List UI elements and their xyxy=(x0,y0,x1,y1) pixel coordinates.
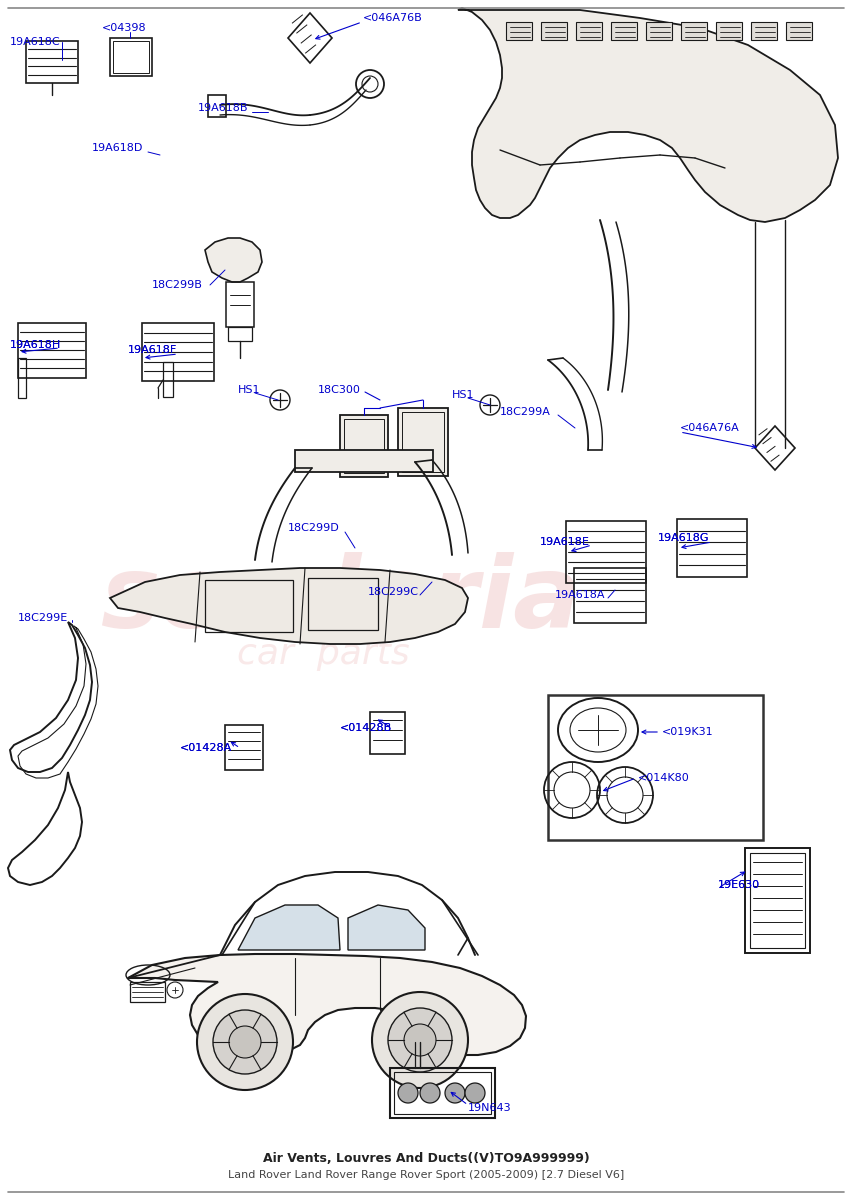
Bar xyxy=(26,41,78,83)
Bar xyxy=(344,419,384,473)
Bar xyxy=(110,38,152,76)
Circle shape xyxy=(398,1082,418,1103)
Bar xyxy=(716,22,742,40)
Text: 18C299A: 18C299A xyxy=(500,407,551,416)
Bar xyxy=(786,22,812,40)
Text: 19A618H: 19A618H xyxy=(10,340,61,350)
Bar xyxy=(750,853,805,948)
Bar xyxy=(130,982,165,1002)
Text: 19A618C: 19A618C xyxy=(10,37,60,47)
Bar xyxy=(226,282,254,326)
Text: <046A76B: <046A76B xyxy=(363,13,423,23)
Bar xyxy=(18,323,86,378)
Text: HS1: HS1 xyxy=(452,390,475,400)
Text: 19A618B: 19A618B xyxy=(198,103,249,113)
Text: <01428A: <01428A xyxy=(180,743,233,754)
Circle shape xyxy=(420,1082,440,1103)
Text: 19A618F: 19A618F xyxy=(128,346,177,355)
Text: 19A618E: 19A618E xyxy=(540,538,590,547)
Text: 19E630: 19E630 xyxy=(718,880,760,890)
Text: <014K80: <014K80 xyxy=(638,773,690,782)
Bar xyxy=(113,41,149,73)
Circle shape xyxy=(388,1008,452,1072)
Bar xyxy=(541,22,567,40)
Bar xyxy=(398,408,448,476)
Bar xyxy=(574,568,646,623)
Bar xyxy=(370,712,405,754)
Text: 19A618H: 19A618H xyxy=(10,340,61,350)
Text: <046A76A: <046A76A xyxy=(680,422,740,433)
Text: Land Rover Land Rover Range Rover Sport (2005-2009) [2.7 Diesel V6]: Land Rover Land Rover Range Rover Sport … xyxy=(227,1170,625,1180)
Text: 19A618E: 19A618E xyxy=(540,538,590,547)
Bar xyxy=(208,95,226,116)
Bar xyxy=(681,22,707,40)
Text: scuderia: scuderia xyxy=(101,552,581,648)
Bar xyxy=(402,412,444,472)
Circle shape xyxy=(372,992,468,1088)
Bar xyxy=(506,22,532,40)
Text: 18C299B: 18C299B xyxy=(152,280,203,290)
Polygon shape xyxy=(458,8,838,222)
Polygon shape xyxy=(238,905,340,950)
Text: 18C299E: 18C299E xyxy=(18,613,68,623)
Text: 18C300: 18C300 xyxy=(318,385,361,395)
Bar xyxy=(390,1068,495,1118)
Polygon shape xyxy=(348,905,425,950)
Bar xyxy=(646,22,672,40)
Circle shape xyxy=(229,1026,261,1058)
Bar xyxy=(611,22,637,40)
Text: Air Vents, Louvres And Ducts((V)TO9A999999): Air Vents, Louvres And Ducts((V)TO9A9999… xyxy=(262,1152,590,1164)
Text: 19N643: 19N643 xyxy=(468,1103,511,1114)
Text: 19E630: 19E630 xyxy=(718,880,760,890)
Bar xyxy=(225,725,263,770)
Bar xyxy=(566,521,646,583)
Circle shape xyxy=(465,1082,485,1103)
Bar xyxy=(394,1072,491,1114)
Bar xyxy=(228,326,252,341)
Bar xyxy=(205,580,293,632)
Bar xyxy=(308,578,378,630)
Bar xyxy=(18,358,26,398)
Text: 19A618A: 19A618A xyxy=(555,590,606,600)
Text: HS1: HS1 xyxy=(238,385,261,395)
Text: <01428A: <01428A xyxy=(180,743,233,754)
Circle shape xyxy=(404,1024,436,1056)
Bar xyxy=(548,695,763,840)
Polygon shape xyxy=(110,568,468,644)
Text: 18C299C: 18C299C xyxy=(368,587,419,596)
Bar xyxy=(745,848,810,953)
Text: 19A618G: 19A618G xyxy=(658,533,710,542)
Bar xyxy=(142,323,214,382)
Text: <04398: <04398 xyxy=(102,23,147,32)
Text: car  parts: car parts xyxy=(238,637,410,671)
Text: 19A618F: 19A618F xyxy=(128,346,177,355)
Text: 18C299D: 18C299D xyxy=(288,523,340,533)
Text: 19A618G: 19A618G xyxy=(658,533,710,542)
Text: <01428B: <01428B xyxy=(340,722,392,733)
Circle shape xyxy=(445,1082,465,1103)
Bar xyxy=(751,22,777,40)
Circle shape xyxy=(197,994,293,1090)
Bar xyxy=(295,450,433,472)
Bar xyxy=(576,22,602,40)
Polygon shape xyxy=(128,954,526,1055)
Polygon shape xyxy=(205,238,262,282)
Text: 19A618D: 19A618D xyxy=(92,143,143,152)
Text: <019K31: <019K31 xyxy=(662,727,714,737)
Bar xyxy=(340,415,388,476)
Circle shape xyxy=(213,1010,277,1074)
Bar xyxy=(163,362,173,397)
Bar xyxy=(677,518,747,577)
Text: <01428B: <01428B xyxy=(340,722,392,733)
